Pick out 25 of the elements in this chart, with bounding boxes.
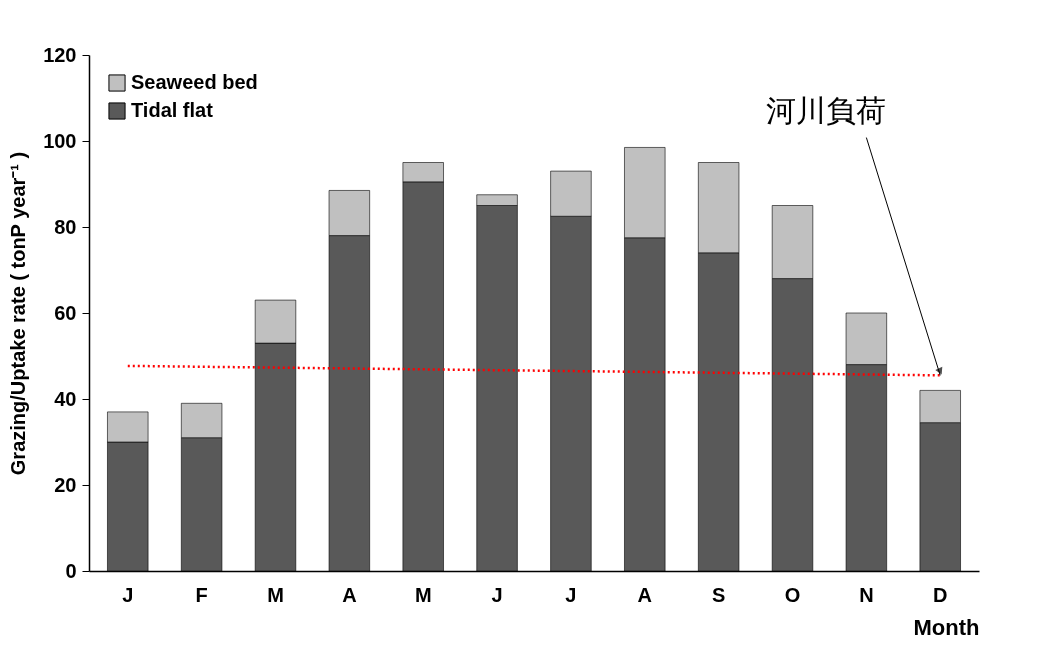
x-tick-label: M [414,583,432,606]
y-tick-label: 0 [65,559,77,582]
y-tick-label: 40 [54,387,77,410]
annotation: 河川負荷 [766,94,887,128]
y-tick-label: 80 [54,215,77,238]
x-tick-label: J [565,583,577,606]
x-tick-label: S [711,583,726,606]
x-tick-label: A [637,583,653,606]
x-tick-label: J [122,583,134,606]
x-tick-label: D [933,583,948,606]
line-series [126,364,942,377]
x-tick-label: A [342,583,357,606]
x-tick-label: M [267,583,284,606]
y-tick-label: 120 [43,43,77,66]
y-tick-label: 100 [43,129,77,152]
y-axis-title: Grazing/Uptake rate ( tonP year⁻¹ ) [7,151,30,476]
x-tick-label: J [491,583,503,606]
y-tick-label: 60 [54,301,77,324]
legend-label: Tidal flat [131,99,214,121]
x-axis-title: Month [913,614,980,640]
x-tick-label: O [784,583,801,606]
x-tick-label: F [195,583,208,606]
x-tick-label: N [859,583,874,606]
y-tick-label: 20 [54,473,77,496]
legend-label: Seaweed bed [131,71,258,93]
